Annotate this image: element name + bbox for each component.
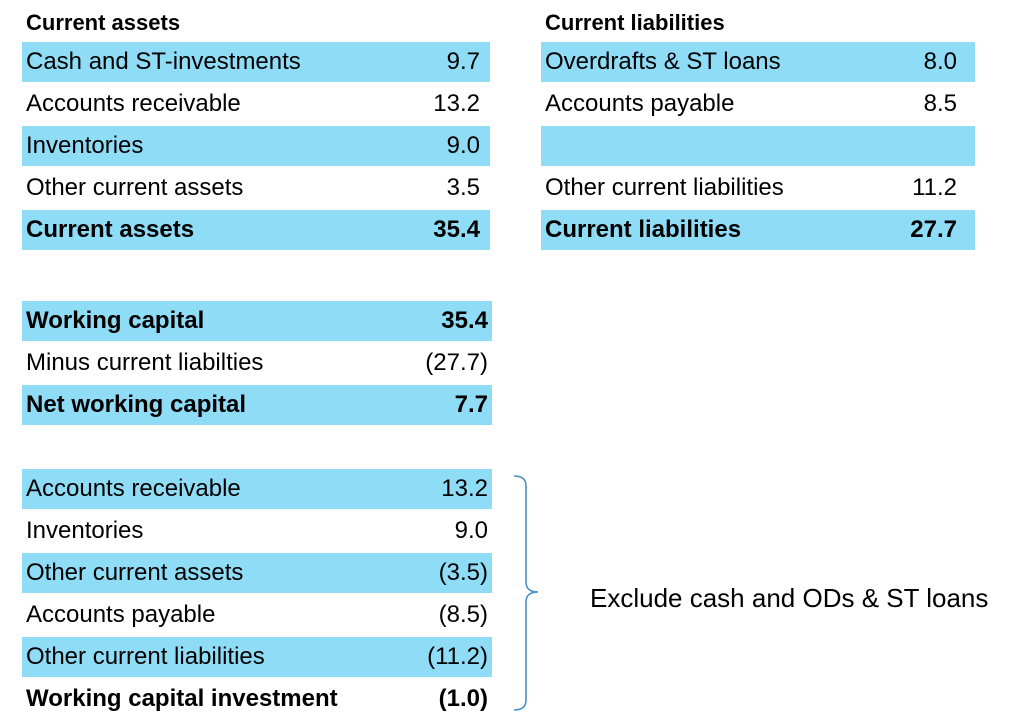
row-label: Working capital investment [26, 685, 338, 712]
table-row: Other current assets (3.5) [22, 553, 492, 593]
row-label: Accounts payable [26, 601, 216, 628]
row-label: Net working capital [26, 391, 247, 418]
row-value: 7.7 [454, 391, 488, 418]
row-value: 13.2 [441, 475, 488, 502]
row-label: Accounts receivable [26, 90, 241, 117]
exclusion-note: Exclude cash and ODs & ST loans [590, 583, 989, 613]
total-row: Current liabilities 27.7 [541, 210, 975, 250]
row-label: Minus current liabilties [26, 349, 264, 376]
row-value: (1.0) [438, 685, 488, 712]
row-value: 35.4 [441, 307, 488, 334]
row-value: (8.5) [438, 601, 488, 628]
total-row: Net working capital 7.7 [22, 385, 492, 425]
table-row [541, 126, 975, 166]
table-row: Other current liabilities 11.2 [541, 168, 975, 208]
right-brace-icon [513, 475, 539, 711]
row-value: 13.2 [433, 90, 480, 117]
row-value: 9.0 [446, 132, 480, 159]
row-label: Other current assets [26, 559, 244, 586]
row-value: 9.7 [446, 48, 480, 75]
row-value: 8.0 [923, 48, 957, 75]
row-label: Current assets [26, 216, 195, 243]
table-row: Accounts receivable 13.2 [22, 84, 490, 124]
row-label: Accounts receivable [26, 475, 241, 502]
table-row: Accounts receivable 13.2 [22, 469, 492, 509]
row-value: 8.5 [923, 90, 957, 117]
row-value: (27.7) [425, 349, 488, 376]
table-row: Overdrafts & ST loans 8.0 [541, 42, 975, 82]
row-label: Other current assets [26, 174, 244, 201]
table-row: Inventories 9.0 [22, 126, 490, 166]
row-label: Inventories [26, 517, 144, 544]
table-row: Inventories 9.0 [22, 511, 492, 551]
current-assets-header: Current assets [26, 10, 181, 35]
row-value: 3.5 [446, 174, 480, 201]
row-label: Cash and ST-investments [26, 48, 301, 75]
table-row: Working capital 35.4 [22, 301, 492, 341]
row-label: Accounts payable [545, 90, 735, 117]
total-row: Working capital investment (1.0) [22, 679, 492, 719]
working-capital-table: Working capital 35.4 Minus current liabi… [22, 301, 492, 427]
table-row: Cash and ST-investments 9.7 [22, 42, 490, 82]
row-value: (11.2) [427, 643, 488, 670]
row-value: 27.7 [910, 216, 957, 243]
row-value: 35.4 [433, 216, 480, 243]
table-row: Other current liabilities (11.2) [22, 637, 492, 677]
row-value: (3.5) [438, 559, 488, 586]
row-label: Current liabilities [545, 216, 742, 243]
row-value: 9.0 [454, 517, 488, 544]
table-row: Accounts payable (8.5) [22, 595, 492, 635]
row-label: Other current liabilities [545, 174, 784, 201]
row-label: Other current liabilities [26, 643, 265, 670]
table-row: Minus current liabilties (27.7) [22, 343, 492, 383]
current-liabilities-table: Current liabilities Overdrafts & ST loan… [541, 0, 975, 252]
table-row: Other current assets 3.5 [22, 168, 490, 208]
row-label: Working capital [26, 307, 205, 334]
total-row: Current assets 35.4 [22, 210, 490, 250]
current-assets-table: Current assets Cash and ST-investments 9… [22, 0, 490, 252]
row-label: Overdrafts & ST loans [545, 48, 781, 75]
row-label: Inventories [26, 132, 144, 159]
working-capital-investment-table: Accounts receivable 13.2 Inventories 9.0… [22, 469, 492, 721]
table-row: Accounts payable 8.5 [541, 84, 975, 124]
row-value: 11.2 [912, 174, 957, 201]
current-liabilities-header: Current liabilities [545, 10, 725, 35]
